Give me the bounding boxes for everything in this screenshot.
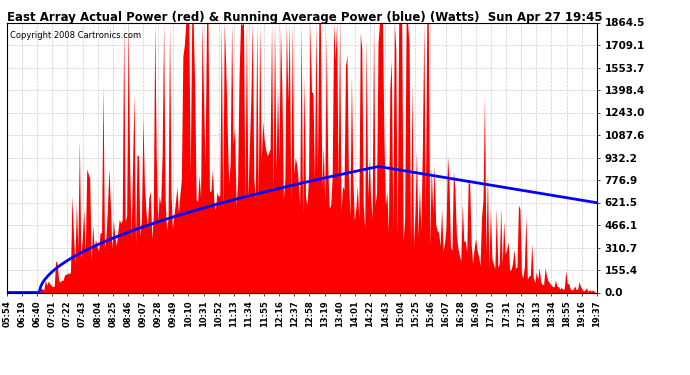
Text: Copyright 2008 Cartronics.com: Copyright 2008 Cartronics.com [10,31,141,40]
Text: East Array Actual Power (red) & Running Average Power (blue) (Watts)  Sun Apr 27: East Array Actual Power (red) & Running … [7,11,602,24]
